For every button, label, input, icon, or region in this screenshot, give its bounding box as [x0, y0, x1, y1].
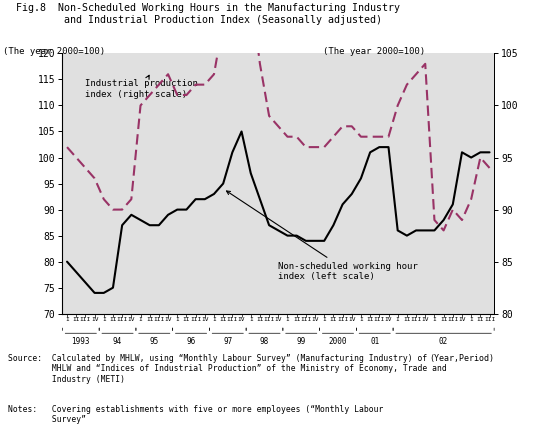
Text: 95: 95: [150, 337, 159, 346]
Text: 2000: 2000: [329, 337, 347, 346]
Text: 99: 99: [296, 337, 306, 346]
Text: (The year 2000=100): (The year 2000=100): [323, 47, 425, 56]
Text: 97: 97: [223, 337, 232, 346]
Text: 1993: 1993: [72, 337, 90, 346]
Text: 98: 98: [260, 337, 269, 346]
Text: 01: 01: [370, 337, 380, 346]
Text: (Year,Period): (Year,Period): [429, 354, 494, 363]
Text: 96: 96: [186, 337, 195, 346]
Text: 02: 02: [439, 337, 448, 346]
Text: 94: 94: [113, 337, 122, 346]
Text: Source:  Calculated by MHLW, using “Monthly Labour Survey” (Manufacturing Indust: Source: Calculated by MHLW, using “Month…: [8, 354, 447, 384]
Text: Notes:   Covering establishments with five or more employees (“Monthly Labour
  : Notes: Covering establishments with five…: [8, 405, 383, 425]
Text: Fig.8  Non-Scheduled Working Hours in the Manufacturing Industry: Fig.8 Non-Scheduled Working Hours in the…: [16, 3, 400, 13]
Text: Non-scheduled working hour
index (left scale): Non-scheduled working hour index (left s…: [226, 191, 418, 281]
Text: Industrial production
index (right scale): Industrial production index (right scale…: [85, 75, 198, 99]
Text: (The year 2000=100): (The year 2000=100): [3, 47, 105, 56]
Text: and Industrial Production Index (Seasonally adjusted): and Industrial Production Index (Seasona…: [16, 15, 382, 24]
